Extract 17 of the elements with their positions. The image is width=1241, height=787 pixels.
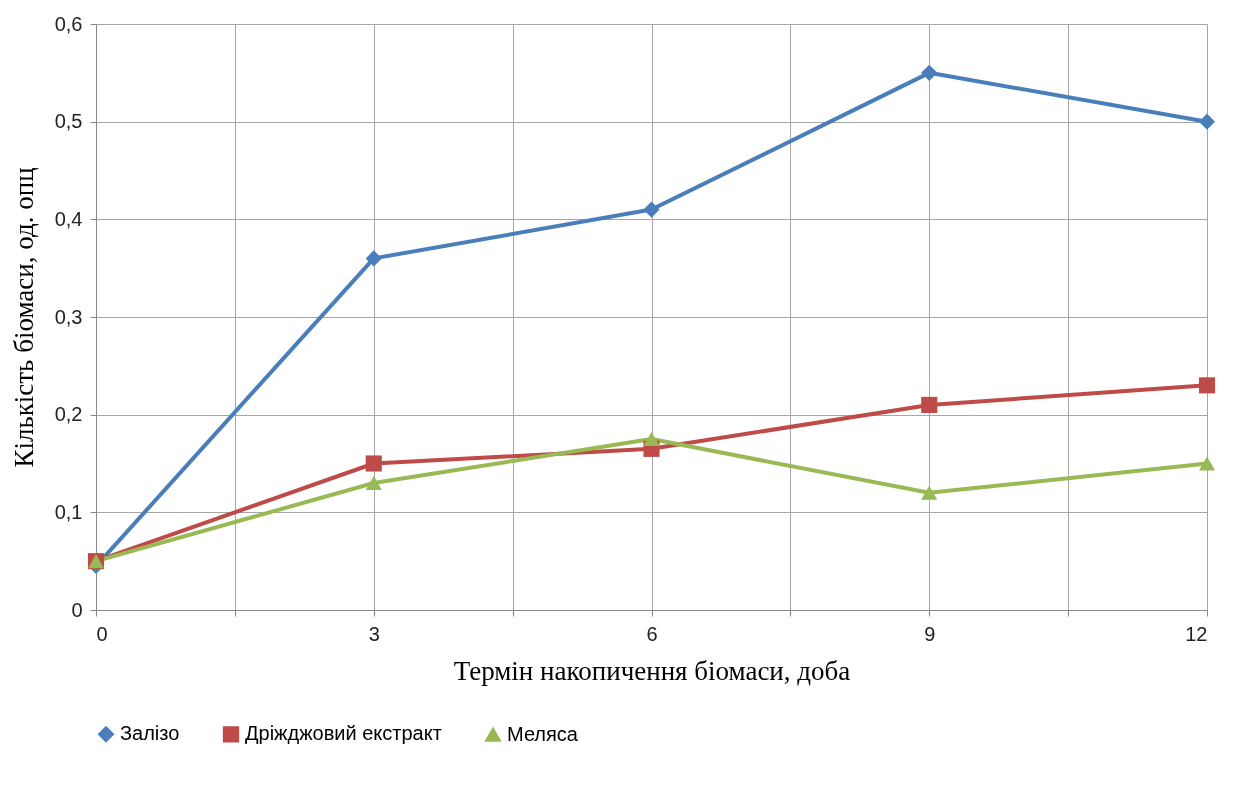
x-tick-label: 3 [368,622,380,645]
y-tick-label: 0 [71,598,83,621]
y-tick-label: 0,4 [54,207,83,230]
x-tick-label: 9 [924,622,936,645]
y-tick-label: 0,6 [54,12,83,35]
y-tick-label: 0,5 [54,110,83,133]
x-tick-label: 12 [1185,622,1208,645]
x-tick-label: 6 [646,622,658,645]
legend-label: Меляса [507,722,579,745]
y-tick-label: 0,2 [54,403,83,426]
y-tick-label: 0,3 [54,305,83,328]
legend-label: Залізо [120,722,180,745]
x-axis-title: Термін накопичення біомаси, доба [453,655,851,686]
y-tick-label: 0,1 [54,500,83,523]
legend-label: Дріжджовий екстракт [245,722,442,745]
x-tick-label: 0 [96,622,108,645]
y-axis-title: Кількість біомаси, од. опц [8,167,39,468]
